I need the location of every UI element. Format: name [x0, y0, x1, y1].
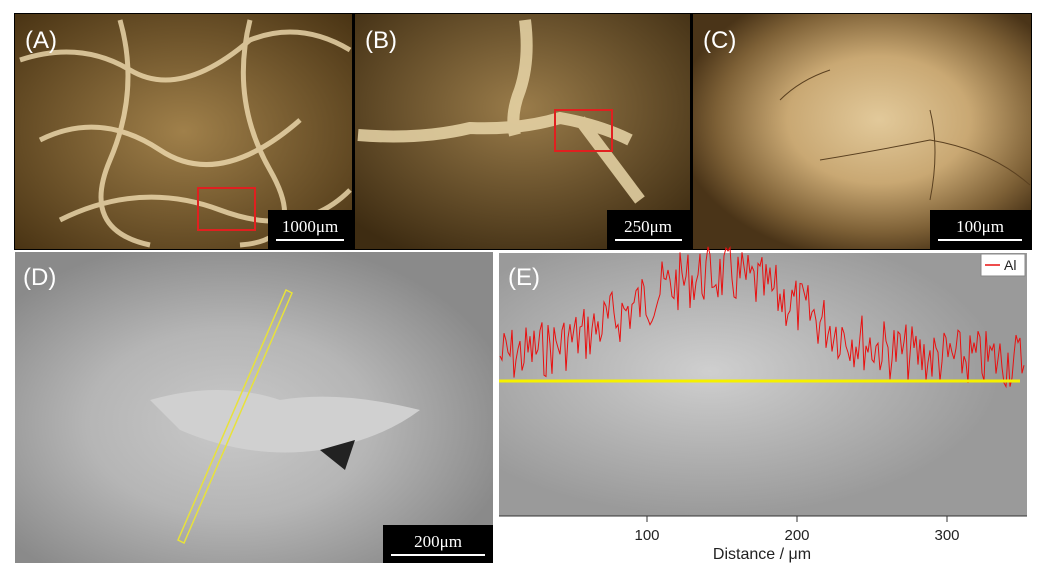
scale-bar-label: 1000μm	[282, 217, 338, 236]
tick-label: 200	[784, 527, 809, 544]
x-axis-label: Distance / μm	[713, 546, 811, 563]
scale-bar-label: 250μm	[624, 217, 672, 236]
tick-label: 100	[634, 527, 659, 544]
panel-label: (C)	[703, 27, 736, 54]
tick-label: 300	[934, 527, 959, 544]
panel-label: (B)	[365, 27, 397, 54]
scale-bar-label: 100μm	[956, 217, 1004, 236]
panel-label: (E)	[508, 264, 540, 291]
legend-label: Al	[1004, 257, 1016, 273]
micrograph	[499, 253, 1027, 516]
panel-label: (D)	[23, 264, 56, 291]
figure: Al Distance / μm 100 200 300 (A) (B) (C) (…	[0, 0, 1041, 563]
panel-label: (A)	[25, 27, 57, 54]
scale-bar-label: 200μm	[414, 532, 462, 551]
